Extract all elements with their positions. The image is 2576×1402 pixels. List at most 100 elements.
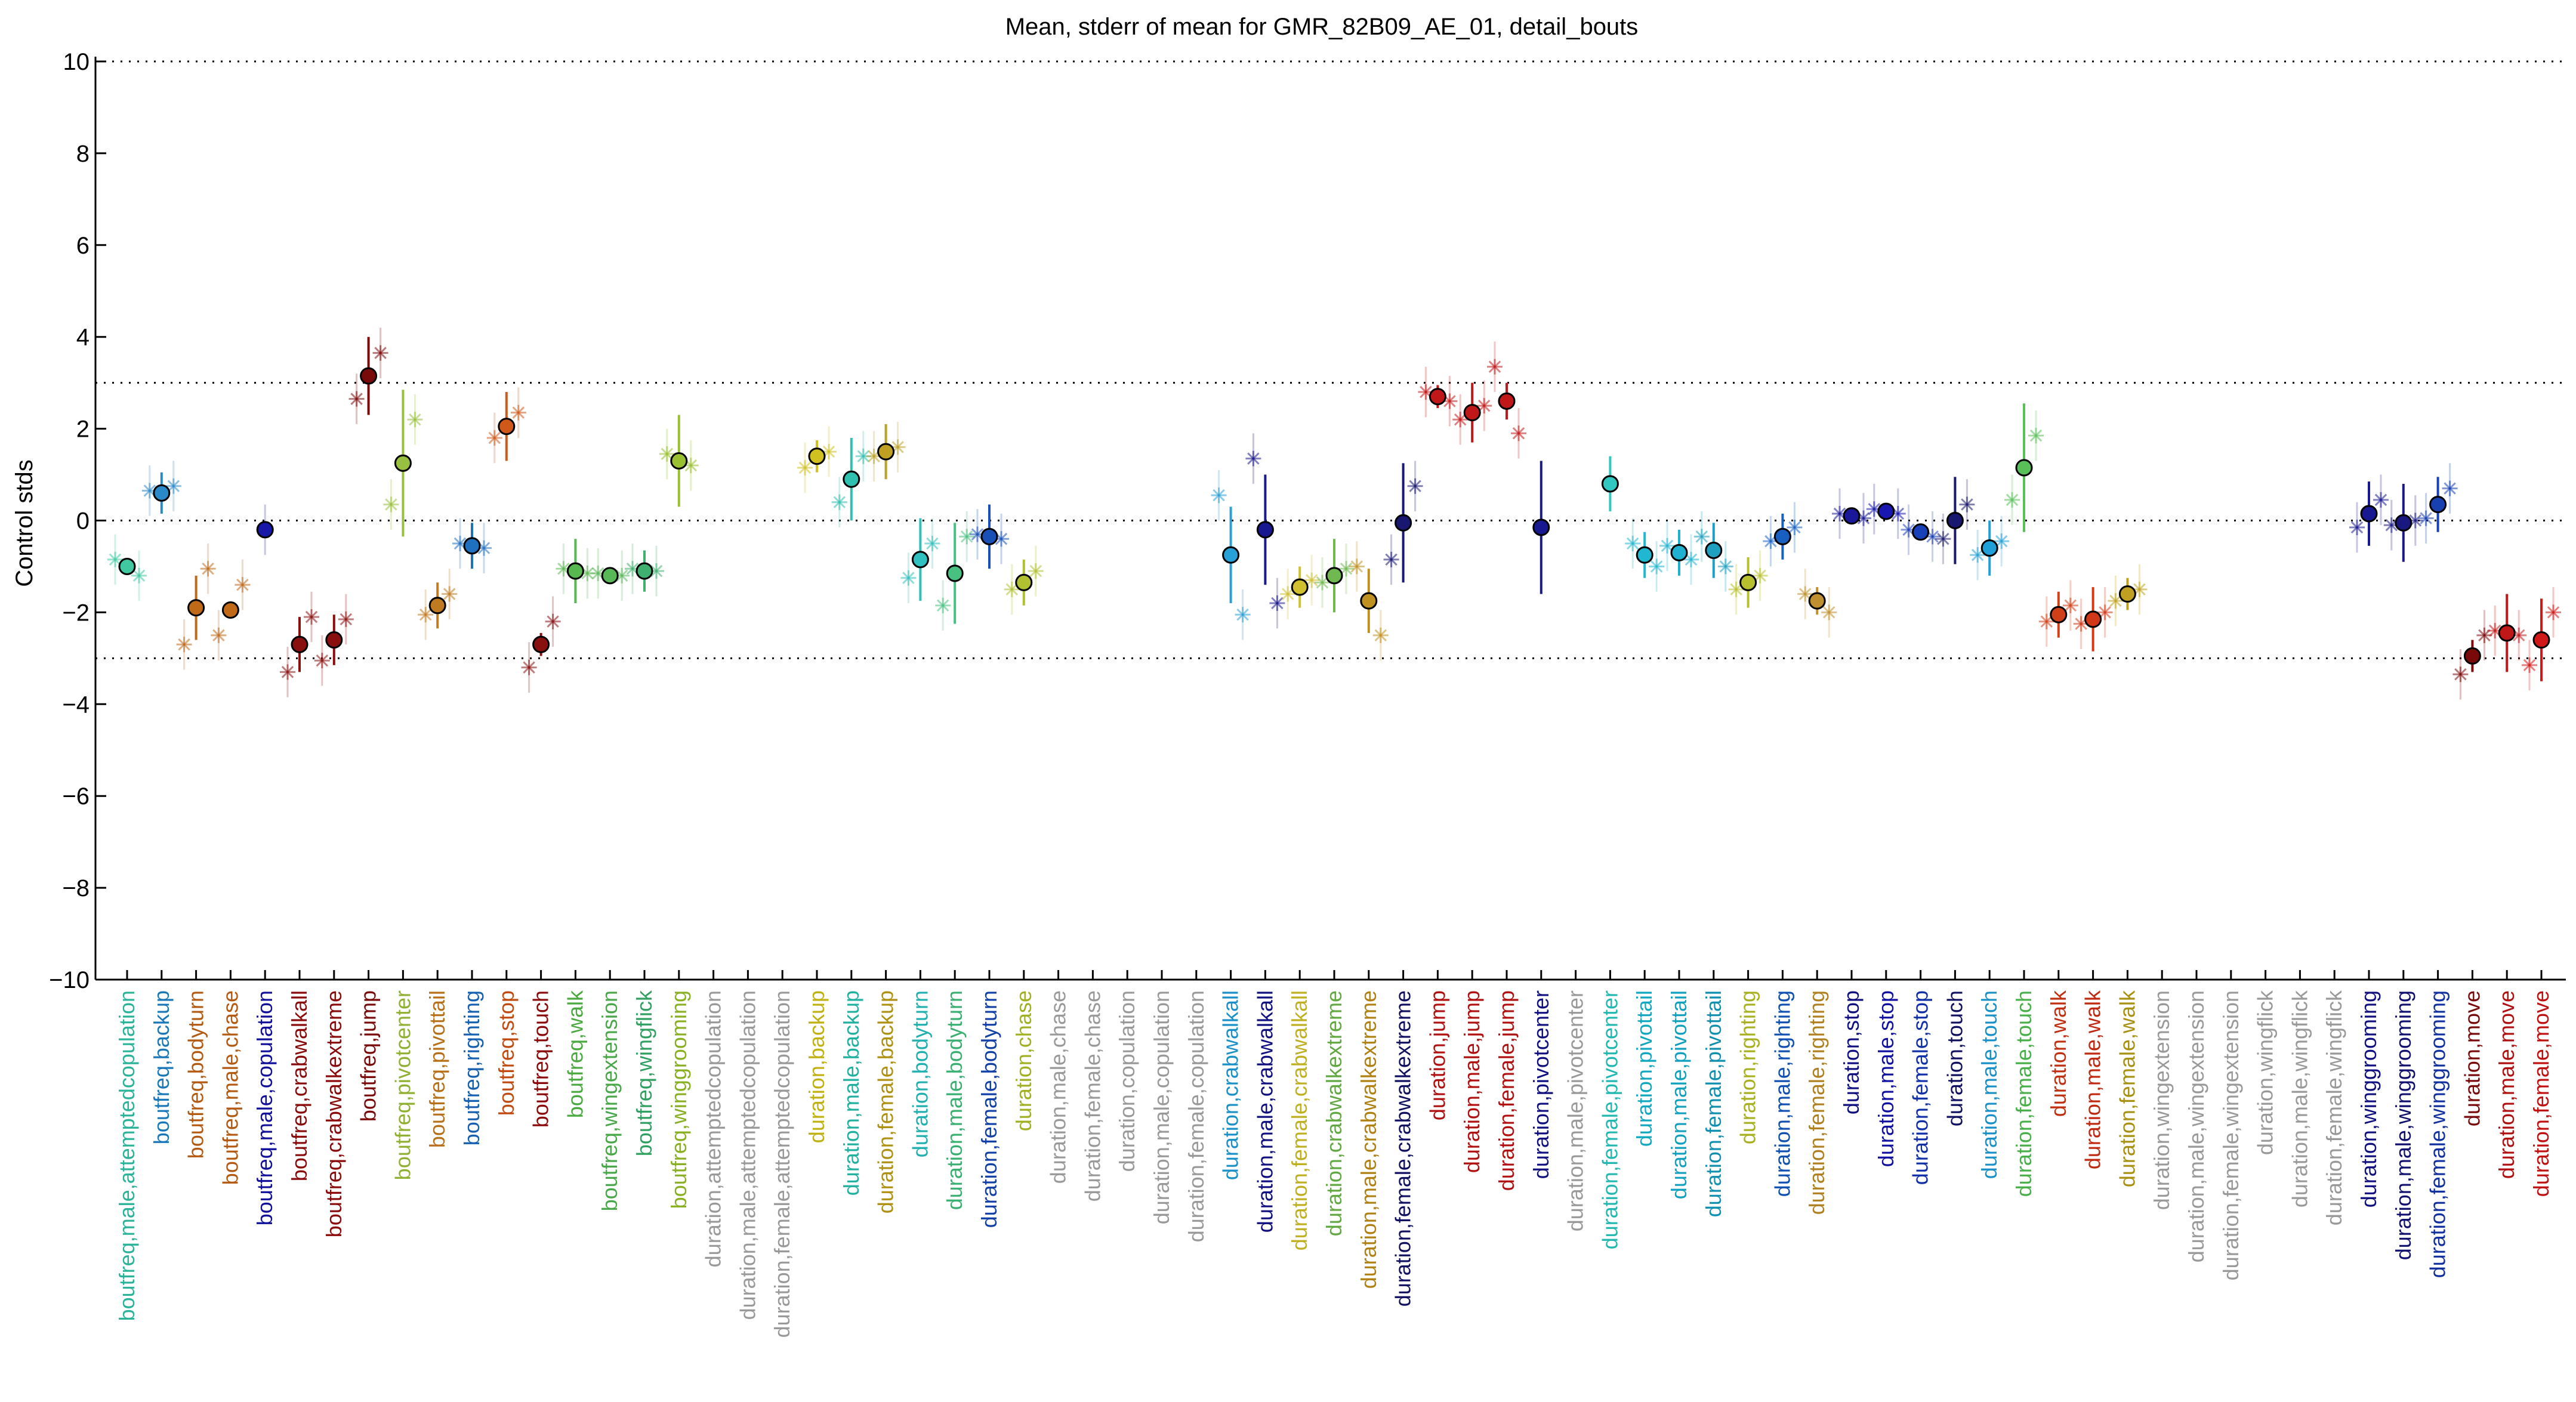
x-tick-label: boutfreq,backup xyxy=(149,990,174,1144)
mean-point xyxy=(808,447,826,465)
x-tick-label: duration,female,pivottail xyxy=(1701,990,1726,1217)
asterisk-stroke xyxy=(798,461,812,474)
asterisk-stroke xyxy=(1213,489,1225,502)
individual-point xyxy=(1659,538,1675,554)
mean-point xyxy=(1912,523,1930,541)
y-tick-label: −8 xyxy=(62,875,90,901)
mean-point xyxy=(1015,573,1033,591)
individual-point xyxy=(486,430,502,446)
individual-point xyxy=(1787,520,1803,536)
asterisk-stroke xyxy=(2547,606,2560,619)
x-tick-label: duration,female,walk xyxy=(2115,990,2139,1187)
x-tick-label: duration,crabwalkextreme xyxy=(1322,990,1346,1236)
x-tick-labels: boutfreq,male,attemptedcopulation boutfre… xyxy=(115,990,2553,1338)
x-tick-label: duration,female,stop xyxy=(1908,990,1933,1185)
asterisk-stroke xyxy=(1822,606,1835,619)
mean-point xyxy=(498,418,516,436)
individual-point xyxy=(2062,597,2078,613)
individual-point xyxy=(1383,551,1399,567)
asterisk-stroke xyxy=(1995,535,2008,548)
individual-point xyxy=(176,637,192,653)
asterisk-stroke xyxy=(547,615,559,628)
asterisk-stroke xyxy=(1926,530,1939,543)
asterisk-stroke xyxy=(385,498,397,511)
asterisk-stroke xyxy=(1650,560,1663,573)
mean-point xyxy=(325,631,343,649)
x-tick-label: duration,male,wingflick xyxy=(2287,990,2312,1208)
mean-point xyxy=(1808,592,1826,610)
asterisk-stroke xyxy=(960,530,973,543)
x-tick-label: duration,male,move xyxy=(2494,990,2519,1179)
asterisk-stroke xyxy=(661,447,674,461)
y-tick-label: 8 xyxy=(76,141,90,167)
asterisk-stroke xyxy=(443,588,456,600)
individual-point xyxy=(1821,604,1837,620)
asterisk-stroke xyxy=(2040,615,2053,628)
asterisk-stroke xyxy=(2006,493,2019,507)
x-tick-label: boutfreq,righting xyxy=(459,990,484,1145)
individual-point xyxy=(2546,604,2561,620)
individual-point xyxy=(2038,613,2054,629)
mean-point xyxy=(1395,514,1412,532)
asterisk-stroke xyxy=(1833,507,1846,520)
asterisk-stroke xyxy=(1247,452,1260,465)
asterisk-stroke xyxy=(591,567,604,580)
x-ticks xyxy=(126,970,2543,980)
individual-point xyxy=(1028,563,1044,579)
mean-point xyxy=(360,367,378,385)
mean-point xyxy=(187,599,205,617)
asterisk-stroke xyxy=(557,563,570,575)
mean-point xyxy=(291,635,308,653)
asterisk-stroke xyxy=(1892,507,1905,520)
asterisk-stroke xyxy=(488,431,501,444)
x-tick-label: duration,female,backup xyxy=(874,990,898,1213)
asterisk-stroke xyxy=(512,406,525,419)
asterisk-stroke xyxy=(926,537,939,550)
x-tick-label: duration,female,crabwalkextreme xyxy=(1391,990,1415,1307)
individual-point xyxy=(304,609,319,625)
individual-point xyxy=(1372,627,1389,643)
mean-point xyxy=(394,454,412,472)
x-tick-label: duration,stop xyxy=(1839,990,1864,1114)
y-tick-label: −4 xyxy=(62,691,90,718)
asterisk-stroke xyxy=(626,563,639,575)
individual-point xyxy=(1407,478,1423,494)
mean-point xyxy=(2498,624,2516,642)
individual-point xyxy=(383,496,399,512)
x-tick-label: boutfreq,male,copulation xyxy=(252,990,277,1225)
asterisk-stroke xyxy=(2512,629,2525,642)
x-tick-label: duration,male,wingextension xyxy=(2184,990,2208,1262)
x-tick-label: boutfreq,winggrooming xyxy=(667,990,691,1209)
mean-point xyxy=(118,557,136,575)
individual-point xyxy=(407,412,423,428)
x-tick-label: duration,female,winggrooming xyxy=(2426,990,2450,1278)
individual-point xyxy=(510,404,526,421)
asterisk-stroke xyxy=(2374,493,2387,507)
x-tick-label: duration,female,pivotcenter xyxy=(1597,990,1622,1249)
individual-point xyxy=(314,653,330,669)
individual-point xyxy=(2097,604,2113,620)
asterisk-stroke xyxy=(1409,480,1421,493)
individual-point xyxy=(1452,412,1469,428)
asterisk-stroke xyxy=(1305,574,1318,586)
mean-point xyxy=(1946,512,1964,529)
asterisk-stroke xyxy=(419,608,432,621)
individual-point xyxy=(2452,666,2469,683)
x-tick-label: duration,jump xyxy=(1425,990,1449,1120)
asterisk-stroke xyxy=(202,563,214,575)
asterisk-stroke xyxy=(1374,629,1387,642)
mean-point xyxy=(1463,404,1481,422)
asterisk-stroke xyxy=(132,569,146,582)
y-axis-label: Control stds xyxy=(11,459,38,586)
asterisk-stroke xyxy=(936,599,949,612)
x-tick-label: duration,female,wingextension xyxy=(2219,990,2243,1280)
individual-point xyxy=(1269,595,1285,612)
mean-point xyxy=(2118,585,2136,603)
mean-point xyxy=(428,597,446,614)
individual-point xyxy=(2108,593,2124,609)
y-tick-label: −6 xyxy=(62,783,90,810)
x-tick-label: boutfreq,pivottail xyxy=(425,990,449,1148)
individual-point xyxy=(2028,428,2044,444)
mean-point xyxy=(670,452,688,470)
